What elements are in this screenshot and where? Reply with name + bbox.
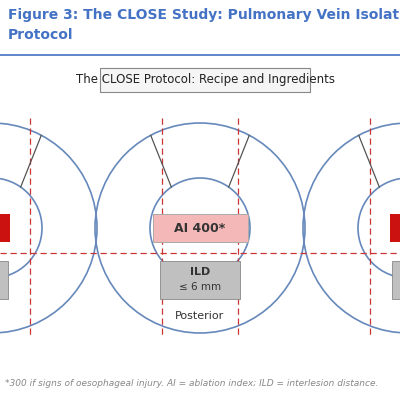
FancyBboxPatch shape — [0, 261, 8, 299]
Text: Posterior: Posterior — [175, 311, 225, 321]
FancyBboxPatch shape — [100, 68, 310, 92]
Text: The CLOSE Protocol: Recipe and Ingredients: The CLOSE Protocol: Recipe and Ingredien… — [76, 74, 334, 86]
Text: ≤ 6 mm: ≤ 6 mm — [179, 282, 221, 292]
FancyBboxPatch shape — [392, 261, 400, 299]
Text: Figure 3: The CLOSE Study: Pulmonary Vein Isolation: Figure 3: The CLOSE Study: Pulmonary Vei… — [8, 8, 400, 22]
Text: ILD: ILD — [190, 267, 210, 277]
FancyBboxPatch shape — [160, 261, 240, 299]
FancyBboxPatch shape — [0, 214, 10, 242]
Text: AI 400*: AI 400* — [174, 222, 226, 234]
FancyBboxPatch shape — [390, 214, 400, 242]
Text: *300 if signs of oesophageal injury. AI = ablation index; ILD = interlesion dist: *300 if signs of oesophageal injury. AI … — [5, 379, 378, 388]
FancyBboxPatch shape — [152, 214, 248, 242]
Text: Protocol: Protocol — [8, 28, 74, 42]
